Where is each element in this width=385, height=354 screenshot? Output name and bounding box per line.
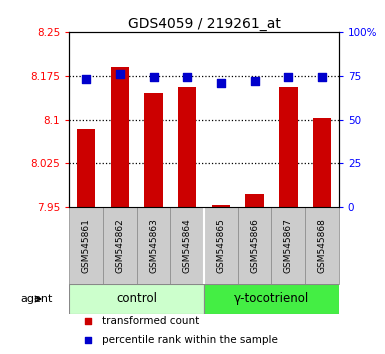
Point — [117, 71, 123, 77]
Point — [85, 337, 91, 343]
Text: percentile rank within the sample: percentile rank within the sample — [102, 335, 278, 345]
Text: GSM545864: GSM545864 — [183, 218, 192, 273]
Text: γ-tocotrienol: γ-tocotrienol — [234, 292, 309, 306]
Text: GSM545866: GSM545866 — [250, 218, 259, 273]
Bar — [279, 87, 298, 207]
Text: control: control — [116, 292, 157, 306]
Point — [285, 75, 291, 80]
Bar — [103, 207, 137, 284]
Bar — [170, 207, 204, 284]
Bar — [178, 87, 196, 207]
Text: GSM545861: GSM545861 — [82, 218, 90, 273]
Text: transformed count: transformed count — [102, 316, 199, 326]
Bar — [204, 207, 238, 284]
Bar — [204, 284, 339, 314]
Text: agent: agent — [21, 294, 53, 304]
Text: GSM545868: GSM545868 — [318, 218, 326, 273]
Bar — [110, 67, 129, 207]
Bar — [305, 207, 339, 284]
Bar — [69, 284, 204, 314]
Point — [218, 80, 224, 86]
Point — [319, 75, 325, 80]
Bar — [271, 207, 305, 284]
Point — [251, 78, 258, 84]
Bar — [144, 93, 163, 207]
Text: GSM545862: GSM545862 — [116, 218, 124, 273]
Title: GDS4059 / 219261_at: GDS4059 / 219261_at — [127, 17, 281, 31]
Text: GSM545865: GSM545865 — [216, 218, 225, 273]
Bar — [212, 205, 230, 207]
Point — [151, 75, 157, 80]
Bar — [313, 118, 331, 207]
Point — [83, 76, 89, 82]
Point — [184, 75, 190, 80]
Bar — [69, 207, 103, 284]
Point — [85, 319, 91, 324]
Bar — [238, 207, 271, 284]
Text: GSM545867: GSM545867 — [284, 218, 293, 273]
Text: GSM545863: GSM545863 — [149, 218, 158, 273]
Bar — [137, 207, 170, 284]
Bar — [245, 194, 264, 207]
Bar — [77, 130, 95, 207]
